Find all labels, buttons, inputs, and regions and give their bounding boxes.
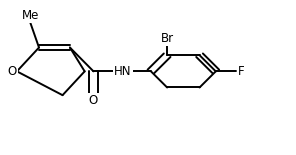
- Text: O: O: [8, 65, 17, 78]
- Text: F: F: [238, 65, 244, 78]
- Text: Br: Br: [161, 32, 174, 45]
- Text: Me: Me: [22, 9, 39, 22]
- Text: O: O: [89, 94, 98, 107]
- Text: HN: HN: [114, 65, 132, 78]
